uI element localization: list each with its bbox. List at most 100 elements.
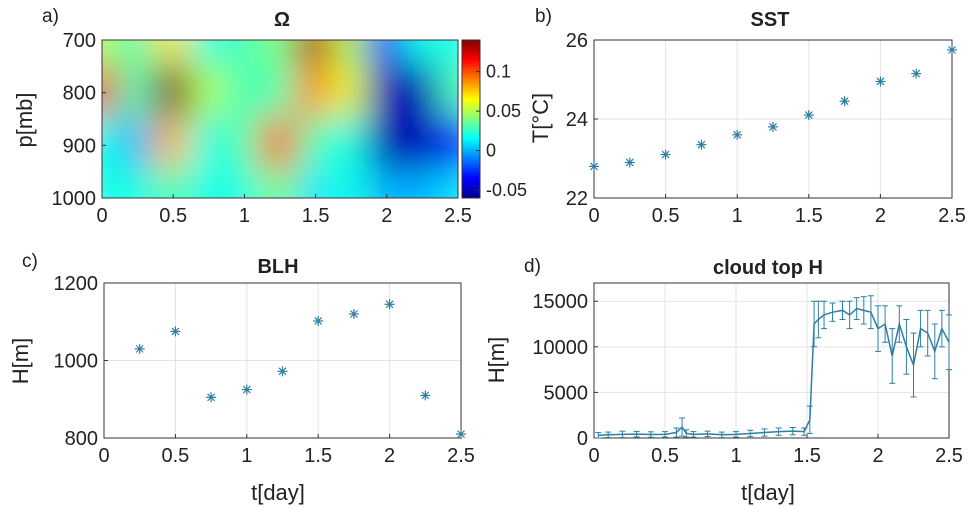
x-tick-label: 1.5	[302, 205, 330, 227]
x-tick-label: 1	[239, 205, 250, 227]
panel-a-xticks: 0 0.5 1 1.5 2 2.5	[96, 194, 472, 227]
heatmap-cell	[367, 40, 407, 69]
y-tick-label: 0	[577, 428, 588, 450]
panel-d-plot: 0 0.5 1 1.5 2 2.5 0 5000 10000 15000	[532, 282, 963, 467]
data-point	[947, 44, 957, 55]
x-tick-label: 0.5	[652, 205, 680, 227]
heatmap-cell	[102, 117, 122, 174]
heatmap-cell	[402, 64, 443, 121]
x-tick-label: 2	[875, 205, 886, 227]
y-tick-label: 10000	[532, 337, 588, 359]
heatmap-cell	[102, 64, 122, 121]
heatmap-cell	[189, 64, 229, 121]
marker-stroke	[661, 150, 670, 159]
y-tick-label: 5000	[544, 382, 589, 404]
marker-stroke	[207, 393, 216, 402]
panel-a-label: a)	[42, 6, 59, 27]
x-tick-label: 1.5	[304, 445, 332, 467]
marker-stroke	[278, 367, 287, 376]
panel-c-plot: 0 0.5 1 1.5 2 2.5 800 1000 1200	[54, 273, 475, 467]
panel-d-label: d)	[524, 256, 541, 277]
heatmap-cell	[295, 169, 336, 198]
heatmap-cell	[367, 117, 407, 174]
heatmap-cell	[189, 40, 229, 69]
x-tick-label: 1	[241, 445, 252, 467]
panel-d-title: cloud top H	[713, 257, 823, 279]
heatmap-cell	[153, 40, 193, 69]
x-tick-label: 2	[872, 445, 883, 467]
panel-b-plot: 0 0.5 1 1.5 2 2.5 22 24 26	[566, 30, 966, 227]
marker-stroke	[421, 391, 430, 400]
heatmap-area	[102, 40, 458, 198]
y-tick-label: 900	[63, 135, 96, 157]
marker-stroke	[912, 69, 921, 78]
panel-a: a) Ω p[mb] 0 0.5 1 1.5 2 2.5 700 800 900 1000 0.…	[12, 6, 527, 227]
panel-a-title: Ω	[274, 9, 290, 31]
data-point	[839, 96, 850, 107]
panel-d: d) cloud top H H[m] t[day] 0 0.5 1 1.5 2 2.50…	[484, 256, 963, 505]
colorbar-tick-label: 0.1	[486, 62, 511, 82]
heatmap-cell	[117, 40, 158, 69]
heatmap-cell	[189, 169, 229, 198]
y-tick-label: 22	[566, 188, 588, 210]
heatmap-cell	[402, 40, 443, 69]
marker-stroke	[625, 158, 634, 167]
heatmap-cell	[331, 64, 371, 121]
y-tick-label: 800	[63, 83, 96, 105]
x-tick-label: 0.5	[651, 445, 679, 467]
marker-stroke	[242, 385, 251, 394]
marker-stroke	[135, 344, 144, 353]
series-line	[598, 307, 950, 437]
data-point	[206, 392, 217, 403]
y-tick-label: 700	[63, 30, 96, 52]
marker-stroke	[948, 45, 956, 54]
heatmap-cell	[260, 40, 300, 69]
marker-stroke	[876, 77, 885, 86]
panel-c: c) BLH H[m] t[day] 0 0.5 1 1.5 2 2.5 800 1000 12…	[8, 251, 475, 505]
y-tick-label: 1200	[54, 273, 99, 295]
panel-c-ylabel: H[m]	[8, 338, 33, 384]
panel-c-label: c)	[22, 251, 38, 272]
panel-b-label: b)	[535, 6, 552, 27]
colorbar	[461, 39, 481, 199]
heatmap-cell	[402, 169, 443, 198]
heatmap-cell	[117, 117, 158, 174]
x-tick-label: 2.5	[938, 205, 966, 227]
heatmap-cell	[438, 117, 458, 174]
panel-d-xlabel: t[day]	[741, 480, 795, 505]
y-tick-label: 1000	[52, 188, 97, 210]
marker-stroke	[733, 130, 742, 139]
heatmap-cell	[224, 64, 265, 121]
heatmap-cell	[331, 169, 371, 198]
data-point	[624, 157, 635, 168]
x-tick-label: 0.5	[161, 445, 189, 467]
panel-c-xlabel: t[day]	[251, 480, 305, 505]
data-point	[911, 68, 922, 79]
panel-b: b) SST T[°C] 0 0.5 1 1.5 2 2.5 22 24 26	[528, 6, 966, 227]
heatmap-cell	[153, 117, 193, 174]
x-tick-label: 0	[96, 205, 107, 227]
data-point	[170, 326, 181, 337]
heatmap-cell	[102, 40, 122, 69]
x-tick-label: 1	[732, 205, 743, 227]
heatmap-cell	[117, 169, 158, 198]
data-point	[803, 110, 814, 121]
panel-a-ylabel: p[mb]	[12, 92, 37, 147]
y-tick-label: 1000	[54, 351, 99, 373]
plot-background	[594, 283, 949, 438]
data-point	[384, 299, 395, 310]
marker-stroke	[171, 327, 180, 336]
colorbar-tick-label: -0.05	[486, 180, 527, 200]
y-tick-label: 15000	[532, 291, 588, 313]
x-tick-label: 2.5	[935, 445, 963, 467]
panel-d-ylabel: H[m]	[484, 337, 509, 383]
data-point	[875, 76, 886, 87]
data-point	[589, 161, 599, 172]
heatmap-cell	[260, 169, 300, 198]
marker-stroke	[590, 162, 598, 171]
heatmap-cell	[224, 117, 265, 174]
panel-a-yticks: 700 800 900 1000	[52, 30, 106, 210]
colorbar-tick-label: 0	[486, 141, 496, 161]
heatmap-cell	[402, 117, 443, 174]
